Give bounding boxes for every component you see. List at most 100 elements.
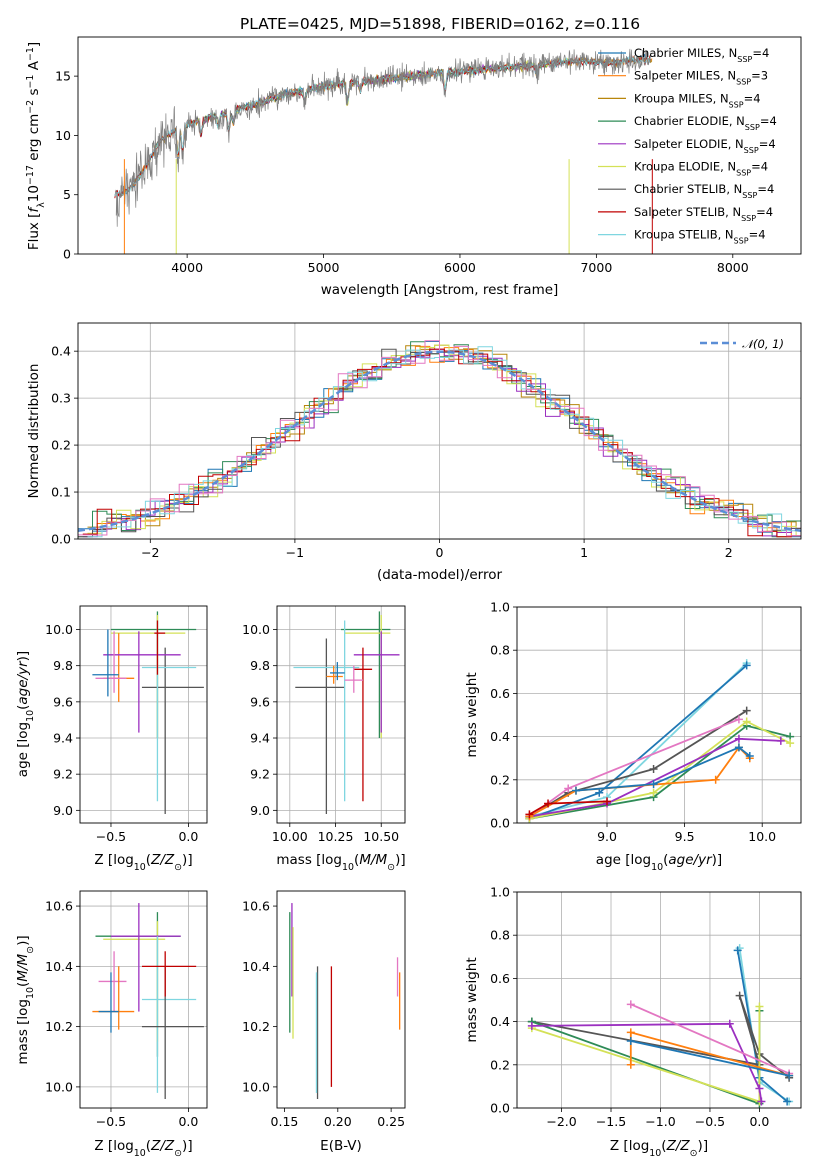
histogram-step-line: [82, 348, 801, 538]
y-tick-label: 1.0: [490, 600, 510, 615]
weight-marker: [745, 752, 754, 761]
plot-frame: [276, 890, 406, 1109]
plot-frame: [516, 606, 802, 824]
y-tick-label: 0.3: [51, 391, 71, 406]
x-tick-label: −0.5: [96, 829, 126, 844]
x-tick-label: 0.15: [271, 1114, 299, 1129]
weight-marker: [626, 1060, 635, 1069]
y-tick-label: 0.2: [51, 438, 71, 453]
x-tick-label: 0: [436, 545, 444, 560]
x-tick-label: 0.0: [178, 829, 198, 844]
y-tick-label: 5: [63, 187, 71, 202]
weight-marker: [733, 946, 742, 955]
y-tick-label: 0.0: [51, 532, 71, 547]
x-tick-label: 10.00: [272, 829, 308, 844]
age-vs-mass-panel: 10.00 10.25 10.50 9.0 9.2 9.4 9.6 9.8 10.0 mass […: [242, 605, 406, 873]
spectrum-y-axis-label: Flux [fλ10−17 erg cm−2 s−1 A−1]: [25, 42, 47, 250]
plot-background: [80, 606, 207, 823]
mass-vs-metallicity-panel: −0.5 0.0 10.0 10.2 10.4 10.6 Z [log10(Z/Z⊙)] ma…: [15, 890, 208, 1159]
weight-marker: [757, 1097, 766, 1106]
y-tick-label: 10.4: [242, 959, 270, 974]
x-tick-label: −1.5: [596, 1114, 626, 1129]
x-tick-label: −0.5: [695, 1114, 725, 1129]
age-vs-metallicity-panel: −0.5 0.0 9.0 9.2 9.4 9.6 9.8 10.0 Z [log10(Z/Z⊙)…: [15, 605, 208, 873]
x-tick-label: 10.50: [363, 829, 399, 844]
weight-marker: [571, 786, 580, 795]
weight-line: [528, 709, 748, 818]
y-tick-label: 10.6: [45, 899, 73, 914]
y-tick-label: 0: [63, 247, 71, 262]
y-tick-label: 0.8: [490, 928, 510, 943]
weight-marker: [626, 1000, 635, 1009]
x-tick-label: 10.0: [748, 829, 776, 844]
weight-marker: [755, 1084, 764, 1093]
ageZ-y-axis-label: age [log10(age/yr)]: [15, 651, 36, 777]
weight-marker: [595, 788, 604, 797]
weight-marker: [711, 775, 720, 784]
x-tick-label: −0.5: [96, 1114, 126, 1129]
ageM-x-axis-label: mass [log10(M/M⊙)]: [276, 852, 405, 873]
x-tick-label: 10.25: [318, 829, 354, 844]
plot-background: [277, 891, 405, 1108]
y-tick-label: 0.4: [51, 344, 71, 359]
plot-background: [517, 892, 801, 1108]
residuals-x-axis-label: (data-model)/error: [377, 567, 503, 583]
x-tick-label: 0.0: [178, 1114, 198, 1129]
ageZ-x-axis-label: Z [log10(Z/Z⊙)]: [94, 852, 192, 873]
weight-marker: [735, 991, 744, 1000]
y-tick-label: 10.0: [45, 1079, 73, 1094]
plot-background: [277, 606, 405, 823]
wZ-x-axis-label: Z [log10(Z/Z⊙)]: [610, 1138, 708, 1159]
x-tick-label: 5000: [308, 260, 340, 275]
plot-frame: [77, 36, 802, 255]
weight-marker: [734, 715, 743, 724]
x-tick-label: 9.0: [597, 829, 617, 844]
plot-marks: [289, 903, 401, 1099]
wZ-y-axis-label: mass weight: [464, 957, 480, 1042]
weight-marker: [734, 734, 743, 743]
x-tick-label: 7000: [580, 260, 612, 275]
y-tick-label: 0.0: [490, 816, 510, 831]
y-tick-label: 0.6: [490, 686, 510, 701]
y-tick-label: 10.2: [45, 1019, 73, 1034]
y-tick-label: 9.6: [250, 694, 270, 709]
x-tick-label: 0.25: [377, 1114, 405, 1129]
legend-label: Chabrier MILES, NSSP=4: [634, 46, 769, 64]
y-tick-label: 1.0: [490, 885, 510, 900]
y-tick-label: 10.2: [242, 1019, 270, 1034]
weight-marker: [649, 788, 658, 797]
weight-marker: [649, 780, 658, 789]
plot-frame: [516, 891, 802, 1109]
mE-x-axis-label: E(B-V): [320, 1138, 362, 1154]
y-tick-label: 9.4: [53, 731, 73, 746]
y-tick-label: 9.8: [250, 658, 270, 673]
residuals-y-axis-label: Normed distribution: [26, 364, 42, 499]
plot-frame: [79, 605, 208, 824]
x-tick-label: 1: [580, 545, 588, 560]
weight-line: [630, 1003, 790, 1075]
legend-label: Chabrier STELIB, NSSP=4: [634, 182, 774, 200]
spectrum-x-axis-label: wavelength [Angstrom, rest frame]: [321, 282, 559, 298]
weight-marker: [786, 739, 795, 748]
x-tick-label: 6000: [444, 260, 476, 275]
y-tick-label: 9.6: [53, 694, 73, 709]
mass-vs-ebv-panel: 0.15 0.20 0.25 10.0 10.2 10.4 10.6 E(B-V): [242, 890, 406, 1154]
weight-line: [529, 737, 781, 818]
legend-label: Kroupa STELIB, NSSP=4: [634, 228, 766, 246]
x-tick-label: 2: [725, 545, 733, 560]
plot-marks: [114, 48, 653, 254]
weight-marker: [626, 1028, 635, 1037]
y-tick-label: 0.8: [490, 643, 510, 658]
gaussian-legend-label: 𝒩(0, 1): [742, 337, 784, 351]
y-tick-label: 10.6: [242, 899, 270, 914]
legend-label: Chabrier ELODIE, NSSP=4: [634, 114, 777, 132]
legend-label: Salpeter MILES, NSSP=3: [634, 69, 768, 87]
histogram-step-line: [87, 346, 801, 538]
plot-frame: [276, 605, 406, 824]
plot-marks: [293, 611, 400, 814]
plot-marks: [525, 659, 795, 823]
plot-marks: [78, 340, 801, 538]
y-tick-label: 0.2: [490, 1057, 510, 1072]
weight-marker: [626, 1037, 635, 1046]
